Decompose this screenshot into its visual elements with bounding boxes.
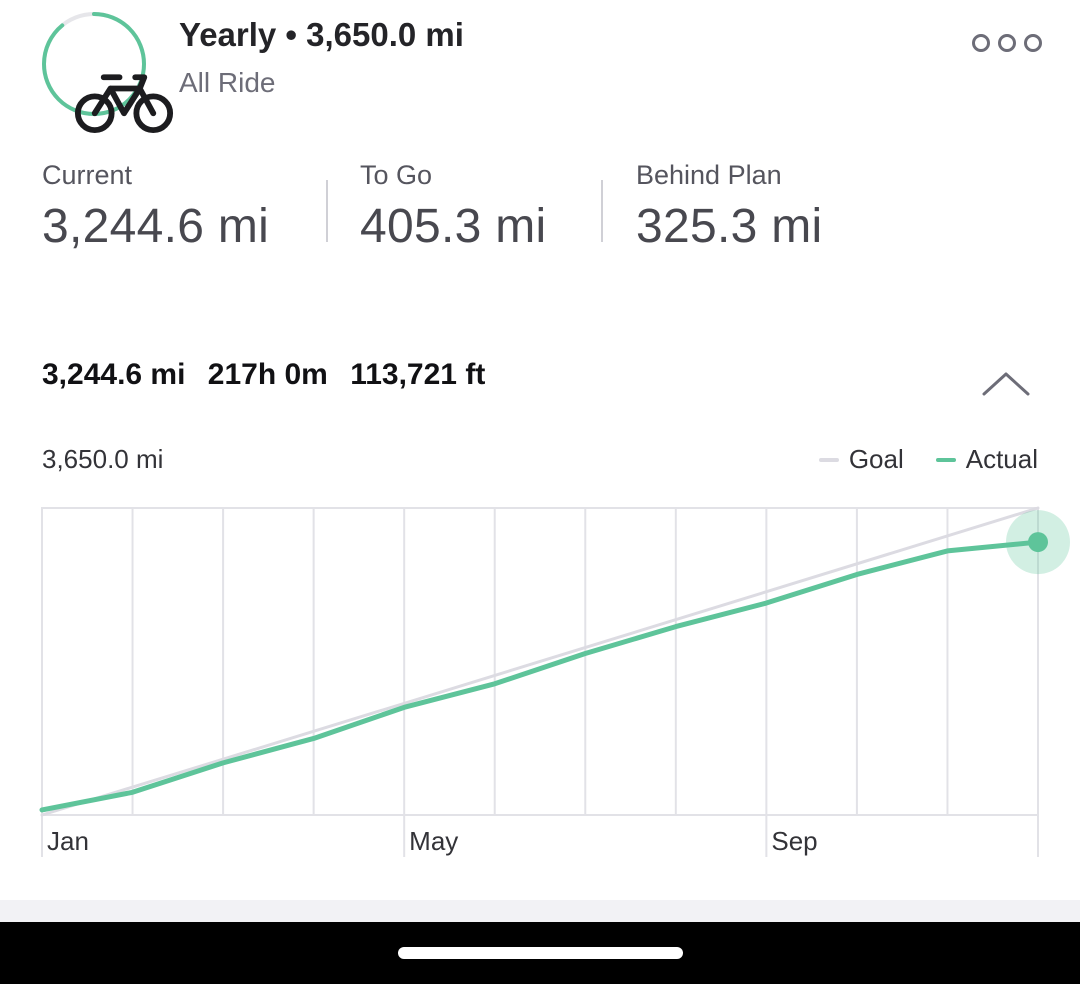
stat-value: 405.3 mi [360, 200, 547, 253]
series-line-goal [40, 506, 1040, 817]
stat-label: Behind Plan [636, 160, 782, 190]
collapse-chart-button[interactable] [980, 368, 1032, 400]
legend-goal: Goal [818, 444, 904, 475]
stat-value: 3,244.6 mi [42, 200, 270, 253]
goal-title: Yearly • 3,650.0 mi [179, 16, 464, 53]
stat-divider [326, 180, 328, 242]
goal-progress-ring[interactable] [40, 10, 174, 134]
goal-stats: Current 3,244.6 mi To Go 405.3 mi Behind… [0, 160, 1080, 270]
legend-goal-swatch [818, 457, 839, 462]
chevron-up-icon [982, 372, 1030, 396]
more-dot-icon [1024, 34, 1042, 52]
goal-header: Yearly • 3,650.0 mi All Ride [0, 0, 1080, 134]
stat-divider [601, 180, 603, 242]
bicycle-icon [74, 74, 174, 134]
more-options-button[interactable] [972, 30, 1042, 56]
home-indicator[interactable] [398, 947, 683, 959]
stat-to-go: To Go 405.3 mi [360, 160, 547, 254]
current-marker-dot [1028, 532, 1048, 553]
stat-label: To Go [360, 160, 433, 190]
progress-chart-svg[interactable]: Jan May Sep [0, 430, 1080, 870]
more-dot-icon [972, 34, 990, 52]
x-tick-label-may: May [409, 826, 458, 856]
activity-summary: 3,244.6 mi 217h 0m 113,721 ft [42, 358, 499, 392]
legend-goal-label: Goal [848, 444, 904, 474]
goal-activity-type: All Ride [179, 67, 276, 98]
stat-current: Current 3,244.6 mi [42, 160, 269, 254]
progress-chart: Jan May Sep 3,650.0 mi Goal Actual [0, 430, 1080, 870]
stat-behind-plan: Behind Plan 325.3 mi [636, 160, 823, 254]
legend-actual: Actual [935, 444, 1038, 475]
summary-elevation: 113,721 ft [350, 358, 486, 391]
summary-time: 217h 0m [207, 358, 328, 391]
summary-distance: 3,244.6 mi [42, 358, 186, 391]
chart-y-max-label: 3,650.0 mi [42, 444, 164, 474]
legend-actual-label: Actual [965, 444, 1038, 474]
x-tick-label-sep: Sep [771, 826, 817, 856]
stat-label: Current [42, 160, 133, 190]
legend-actual-swatch [935, 457, 956, 462]
more-dot-icon [998, 34, 1016, 52]
x-tick-label-jan: Jan [47, 826, 89, 856]
chart-legend: Goal Actual [787, 444, 1038, 475]
stat-value: 325.3 mi [636, 200, 823, 253]
series-line-actual [39, 539, 1041, 813]
system-home-bar [0, 922, 1080, 984]
card-bottom-spacer [0, 900, 1080, 922]
